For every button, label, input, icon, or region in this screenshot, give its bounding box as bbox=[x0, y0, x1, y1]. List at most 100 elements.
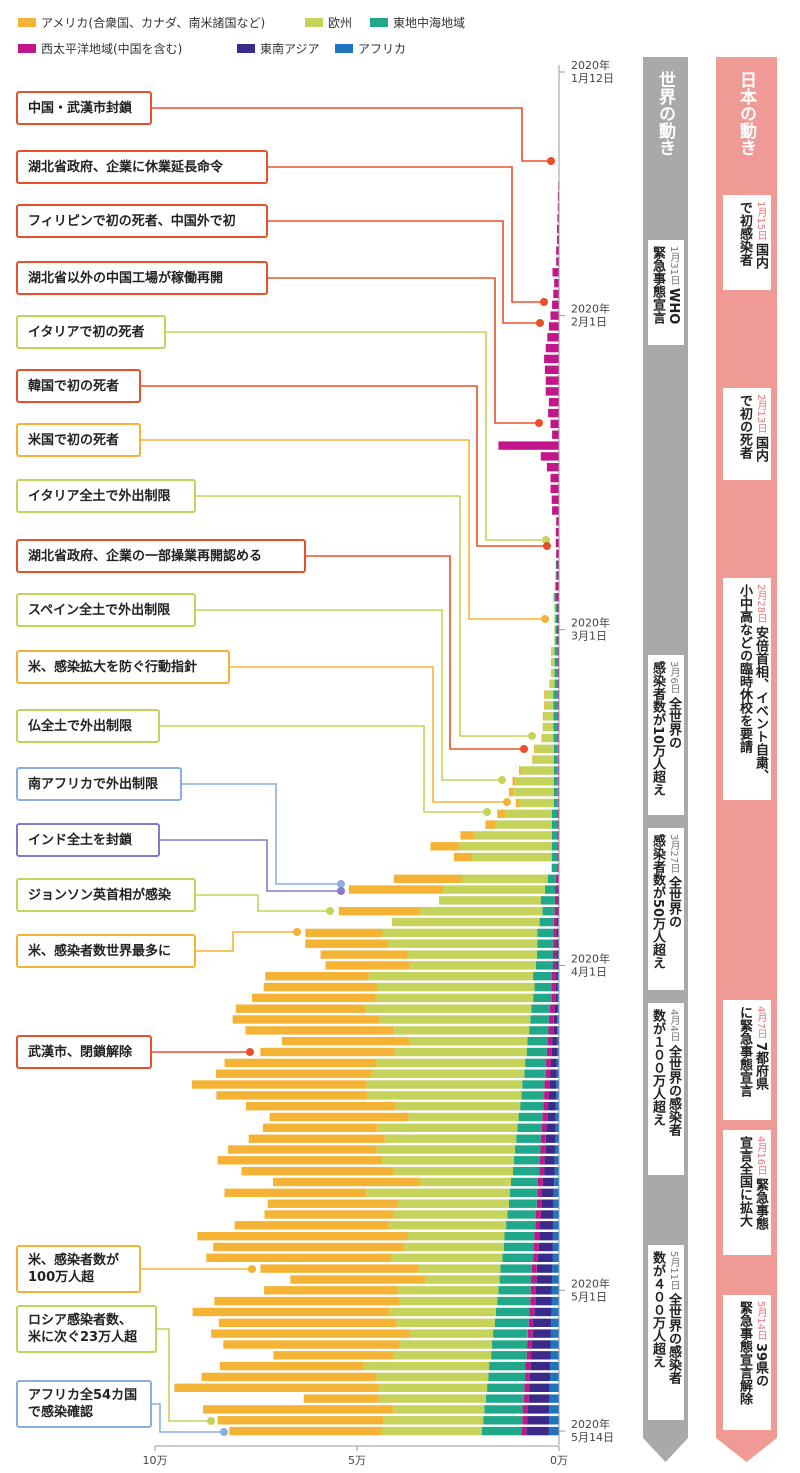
bar-segment-wpac bbox=[557, 679, 559, 688]
bar-segment-wpac bbox=[557, 658, 559, 667]
bar-segment-americas bbox=[515, 798, 520, 808]
event-marker-dot bbox=[547, 157, 555, 165]
bar-segment-emed bbox=[506, 1221, 536, 1230]
bar-segment-wpac bbox=[527, 1340, 532, 1349]
event-label-text: 武漢市、閉鎖解除 bbox=[28, 1044, 133, 1060]
bar-segment-searo bbox=[541, 1199, 554, 1208]
bar-segment-americas bbox=[235, 1004, 366, 1013]
bar-segment-europe bbox=[505, 809, 552, 818]
bar-segment-wpac bbox=[557, 192, 559, 201]
bar-segment-wpac bbox=[551, 982, 556, 992]
bar-segment-europe bbox=[554, 603, 556, 613]
bar-segment-afro bbox=[550, 1340, 559, 1349]
bar-segment-wpac bbox=[553, 939, 557, 948]
event-label-box: ロシア感染者数、 米に次ぐ23万人超 bbox=[16, 1305, 157, 1353]
bar-segment-wpac bbox=[552, 961, 557, 970]
event-date: 2月13日 bbox=[755, 394, 766, 434]
bar-segment-wpac bbox=[552, 430, 559, 439]
bar-segment-wpac bbox=[530, 1296, 536, 1306]
bar-segment-wpac bbox=[538, 1177, 543, 1187]
bar-segment-europe bbox=[515, 777, 554, 786]
bar-segment-americas bbox=[544, 690, 545, 699]
bar-segment-searo bbox=[530, 1361, 551, 1371]
bar-segment-europe bbox=[396, 1318, 495, 1327]
event-marker-dot bbox=[248, 1265, 256, 1273]
event-label-text: 100万人超 bbox=[28, 1270, 95, 1285]
event-text-line2: 数が４００万人超え bbox=[650, 1251, 665, 1368]
bar-segment-searo bbox=[536, 1264, 553, 1273]
bar-segment-americas bbox=[192, 1307, 390, 1317]
event-date: 4月16日 bbox=[755, 1136, 766, 1176]
bar-segment-emed bbox=[518, 1112, 543, 1122]
bar-segment-americas bbox=[512, 777, 516, 786]
bar-segment-wpac bbox=[524, 1383, 530, 1392]
bar-segment-emed bbox=[504, 1232, 535, 1241]
bar-segment-afro bbox=[549, 1394, 559, 1403]
bar-segment-searo bbox=[538, 1242, 553, 1252]
bar-segment-wpac bbox=[557, 863, 559, 873]
bar-segment-emed bbox=[493, 1329, 528, 1338]
bar-segment-emed bbox=[554, 658, 558, 667]
legend-label: 欧州 bbox=[328, 16, 353, 30]
event-marker-dot bbox=[541, 615, 549, 623]
bar-segment-americas bbox=[260, 1047, 395, 1057]
bar-segment-wpac bbox=[557, 722, 559, 732]
bar-segment-afro bbox=[557, 993, 559, 1003]
bar-segment-afro bbox=[553, 1188, 559, 1197]
bar-segment-europe bbox=[378, 1383, 488, 1392]
bar-segment-europe bbox=[521, 766, 554, 775]
bar-segment-afro bbox=[552, 1275, 559, 1284]
bar-segment-emed bbox=[529, 1026, 549, 1035]
world-panel-title: 世界の動き bbox=[655, 71, 675, 156]
bar-segment-emed bbox=[494, 1318, 529, 1327]
bar-segment-europe bbox=[398, 1286, 499, 1295]
bar-segment-afro bbox=[557, 1037, 559, 1046]
event-label-text: 米、感染拡大を防ぐ行動指針 bbox=[28, 659, 198, 675]
bar-segment-americas bbox=[281, 1037, 410, 1046]
bar-segment-emed bbox=[483, 1416, 523, 1425]
bar-segment-americas bbox=[460, 831, 475, 840]
event-date: 2月28日 bbox=[755, 584, 766, 624]
bar-segment-afro bbox=[557, 972, 559, 981]
bar-segment-americas bbox=[260, 1264, 419, 1273]
bar-segment-emed bbox=[551, 842, 558, 851]
bar-segment-searo bbox=[528, 1394, 550, 1403]
event-date: 4月7日 bbox=[755, 1006, 766, 1039]
bar-segment-wpac bbox=[545, 343, 559, 353]
event-text-line1: 全世界の bbox=[666, 696, 681, 749]
event-marker-dot bbox=[337, 887, 345, 895]
event-label-box: ジョンソン英首相が感染 bbox=[16, 878, 196, 912]
bar-segment-wpac bbox=[557, 831, 559, 840]
bar-segment-europe bbox=[375, 993, 534, 1003]
event-label-box: 南アフリカで外出制限 bbox=[16, 767, 182, 801]
event-marker-dot bbox=[535, 419, 543, 427]
bar-segment-europe bbox=[439, 896, 541, 905]
event-text-line1: 全世界の感染者 bbox=[666, 1044, 681, 1136]
bar-segment-americas bbox=[265, 972, 369, 981]
bar-segment-europe bbox=[392, 917, 540, 927]
event-text-line2: に緊急事態宣言 bbox=[737, 1006, 752, 1097]
bar-segment-wpac bbox=[555, 538, 559, 548]
bar-segment-europe bbox=[407, 1232, 505, 1241]
bar-segment-europe bbox=[554, 625, 556, 634]
event-text-line1: 39県の bbox=[753, 1343, 768, 1388]
bar-segment-wpac bbox=[557, 636, 559, 645]
bar-segment-europe bbox=[376, 1372, 489, 1382]
legend-label: 東地中海地域 bbox=[393, 16, 466, 30]
bar-segment-europe bbox=[554, 614, 556, 623]
bar-segment-afro bbox=[552, 1232, 559, 1241]
event-label-box: 湖北省以外の中国工場が稼働再開 bbox=[16, 261, 268, 295]
bar-segment-searo bbox=[527, 1416, 550, 1425]
bar-segment-europe bbox=[382, 1156, 514, 1165]
bar-segment-wpac bbox=[550, 473, 559, 483]
bar-segment-wpac bbox=[546, 463, 559, 472]
event-label-text: イタリアで初の死者 bbox=[28, 324, 145, 340]
bar-segment-searo bbox=[556, 917, 559, 927]
event-label-text: 米国で初の死者 bbox=[28, 432, 120, 448]
bar-segment-wpac bbox=[545, 387, 559, 396]
bar-segment-europe bbox=[495, 820, 552, 829]
event-label-box: スペイン全土で外出制限 bbox=[16, 593, 196, 627]
bar-segment-wpac bbox=[555, 582, 559, 591]
bar-segment-emed bbox=[553, 787, 558, 797]
